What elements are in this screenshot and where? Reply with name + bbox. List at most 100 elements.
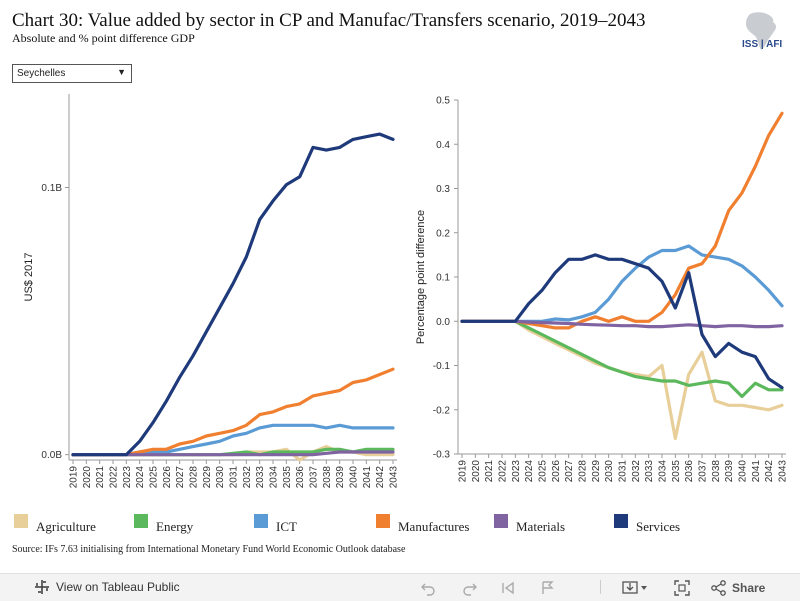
y-tick-label: 0.0 xyxy=(436,317,450,328)
x-tick-label: 2027 xyxy=(175,466,186,489)
source-note: Source: IFs 7.63 initialising from Inter… xyxy=(12,544,406,555)
x-tick-label: 2038 xyxy=(322,466,333,489)
undo-button[interactable] xyxy=(420,579,436,597)
legend-item-agriculture[interactable]: Agriculture xyxy=(14,508,96,534)
series-line-manufactures[interactable] xyxy=(460,111,784,330)
x-tick-label: 2021 xyxy=(484,460,495,483)
legend-item-manufactures[interactable]: Manufactures xyxy=(376,508,469,534)
x-tick-label: 2041 xyxy=(751,460,762,483)
y-tick-label: 0.2 xyxy=(436,228,450,239)
legend-item-ict[interactable]: ICT xyxy=(254,508,297,534)
x-tick-label: 2022 xyxy=(109,466,120,489)
y-tick-label: -0.2 xyxy=(433,405,451,416)
fullscreen-icon xyxy=(674,580,690,596)
x-tick-label: 2034 xyxy=(658,460,669,483)
chevron-down-icon: ▼ xyxy=(117,67,126,77)
redo-button[interactable] xyxy=(462,579,478,597)
y-tick-label: 0.0B xyxy=(41,450,62,461)
series-line-energy[interactable] xyxy=(460,319,784,399)
x-tick-label: 2041 xyxy=(362,466,373,489)
x-tick-label: 2042 xyxy=(764,460,775,483)
x-tick-label: 2033 xyxy=(644,460,655,483)
legend-label: Energy xyxy=(156,519,194,534)
legend-swatch xyxy=(614,514,628,528)
view-on-tableau-label: View on Tableau Public xyxy=(56,580,180,594)
legend-swatch xyxy=(376,514,390,528)
y-axis-title: US$ 2017 xyxy=(23,253,35,302)
legend-swatch xyxy=(494,514,508,528)
x-tick-label: 2026 xyxy=(551,460,562,483)
logo-text: ISS | AFI xyxy=(742,39,782,50)
x-tick-label: 2028 xyxy=(578,460,589,483)
x-tick-label: 2033 xyxy=(255,466,266,489)
x-tick-label: 2029 xyxy=(202,466,213,489)
y-tick-label: -0.1 xyxy=(433,361,451,372)
country-select-value: Seychelles xyxy=(17,68,66,79)
chart-panel-1: 0.0B 0.1B US$ 2017 2019 2020 2021 2022 2023 2024… xyxy=(23,94,400,488)
chart-subtitle: Absolute and % point difference GDP xyxy=(12,31,195,45)
legend: Agriculture Energy ICT Manufactures Material… xyxy=(0,508,800,534)
x-tick-label: 2022 xyxy=(498,460,509,483)
x-tick-label: 2042 xyxy=(375,466,386,489)
legend-swatch xyxy=(134,514,148,528)
pause-updates-button[interactable] xyxy=(540,579,556,597)
legend-item-materials[interactable]: Materials xyxy=(494,508,565,534)
x-tick-label: 2038 xyxy=(711,460,722,483)
x-tick-label: 2028 xyxy=(189,466,200,489)
x-tick-label: 2032 xyxy=(242,466,253,489)
share-icon xyxy=(711,580,726,596)
x-tick-label: 2024 xyxy=(135,466,146,489)
x-tick-label: 2020 xyxy=(471,460,482,483)
y-tick-label: 0.1 xyxy=(436,273,450,284)
series-line-agriculture[interactable] xyxy=(460,319,784,441)
x-tick-label: 2020 xyxy=(82,466,93,489)
chart-title: Chart 30: Value added by sector in CP an… xyxy=(12,10,646,31)
share-button[interactable]: Share xyxy=(710,579,765,597)
x-tick-label: 2031 xyxy=(618,460,629,483)
legend-item-energy[interactable]: Energy xyxy=(134,508,193,534)
x-tick-label: 2040 xyxy=(349,466,360,489)
legend-label: Manufactures xyxy=(398,519,470,534)
series-line-services[interactable] xyxy=(460,253,784,390)
x-tick-label: 2037 xyxy=(698,460,709,483)
x-tick-label: 2030 xyxy=(604,460,615,483)
x-tick-label: 2040 xyxy=(738,460,749,483)
tableau-toolbar: View on Tableau Public Share xyxy=(0,573,800,601)
revert-button[interactable] xyxy=(500,579,516,597)
view-on-tableau-button[interactable]: View on Tableau Public xyxy=(34,579,180,595)
x-tick-label: 2035 xyxy=(671,460,682,483)
share-label: Share xyxy=(732,581,766,595)
legend-label: ICT xyxy=(276,519,297,534)
iss-afi-logo: ISS | AFI xyxy=(736,10,792,52)
x-tick-label: 2026 xyxy=(162,466,173,489)
undo-icon xyxy=(421,583,435,596)
x-tick-label: 2036 xyxy=(684,460,695,483)
legend-item-services[interactable]: Services xyxy=(614,508,680,534)
x-tick-label: 2029 xyxy=(591,460,602,483)
x-tick-label: 2024 xyxy=(524,460,535,483)
x-tick-label: 2027 xyxy=(564,460,575,483)
y-axis-title: Percentage point difference xyxy=(415,210,427,344)
y-tick-label: 0.4 xyxy=(436,140,450,151)
series-line-ict[interactable] xyxy=(460,244,784,323)
x-tick-label: 2023 xyxy=(511,460,522,483)
legend-label: Services xyxy=(636,519,681,534)
legend-label: Materials xyxy=(516,519,566,534)
series-line-manufactures[interactable] xyxy=(71,367,395,457)
y-tick-label: 0.3 xyxy=(436,184,450,195)
fullscreen-button[interactable] xyxy=(674,579,690,597)
x-tick-label: 2039 xyxy=(724,460,735,483)
x-tick-label: 2034 xyxy=(269,466,280,489)
series-line-services[interactable] xyxy=(71,132,395,457)
country-select[interactable]: Seychelles ▼ xyxy=(12,64,132,83)
x-tick-label: 2043 xyxy=(778,460,789,483)
x-tick-label: 2019 xyxy=(69,466,80,489)
x-tick-label: 2039 xyxy=(335,466,346,489)
chart-panel-2: -0.3 -0.2 -0.1 0.0 0.1 0.2 0.3 0.4 0.5 Percentage… xyxy=(415,96,789,483)
download-button[interactable] xyxy=(622,579,648,597)
x-tick-label: 2043 xyxy=(389,466,400,489)
x-tick-label: 2037 xyxy=(309,466,320,489)
y-tick-label: 0.1B xyxy=(41,183,62,194)
x-tick-label: 2025 xyxy=(538,460,549,483)
